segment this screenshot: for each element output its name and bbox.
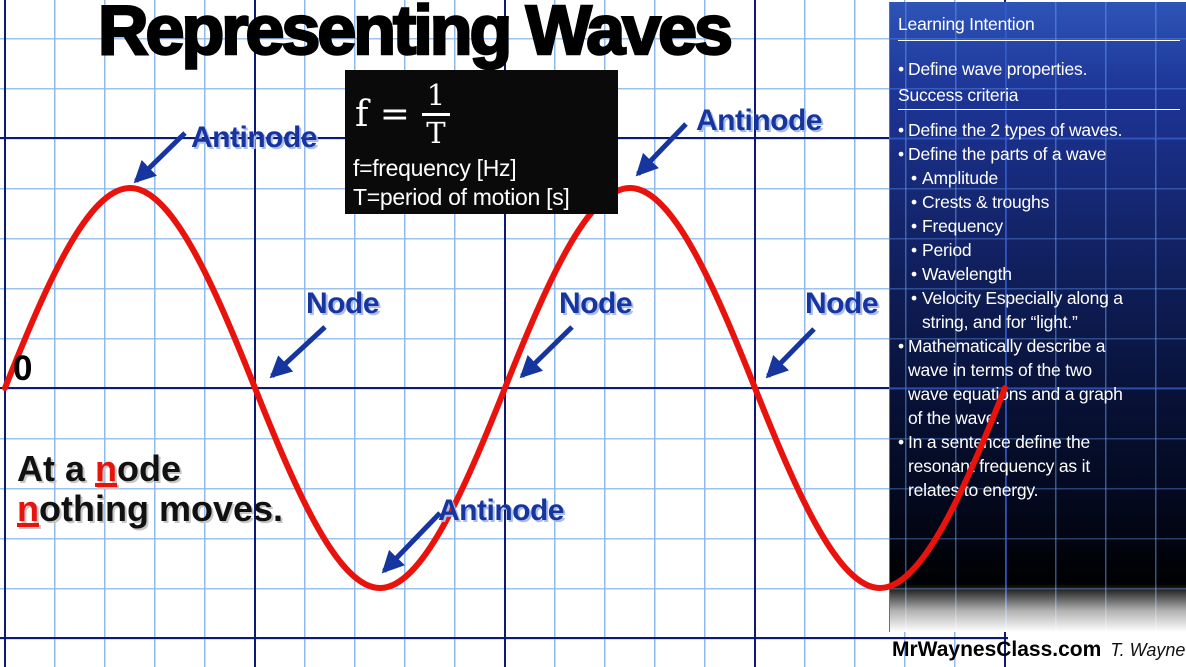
learning-intention-panel: Learning Intention Define wave propertie… [889,2,1186,632]
note-text: ode [117,448,182,489]
list-item-text: Mathematically describe a wave in terms … [908,336,1123,428]
note-text: At a [17,448,96,489]
note-line-2: nothing moves. [17,489,283,529]
list-item-text: Define the 2 types of waves. [908,120,1123,140]
antinode-label-3: Antinode [438,494,564,527]
list-item: Amplitude [911,166,1180,190]
formula-box: f = 1 T f=frequency [Hz] T=period of mot… [345,70,618,214]
footer-site: MrWaynesClass.com [892,638,1102,661]
antinode-label-2: Antinode [696,104,822,137]
node-note: At a node nothing moves. [17,449,283,529]
list-item-text: Period [922,240,972,260]
frequency-definition: f=frequency [Hz] [353,155,517,181]
list-item-text: Wavelength [922,264,1012,284]
intention-list: Define wave properties. [898,57,1180,81]
fraction-numerator: 1 [426,78,446,113]
list-item: Mathematically describe a wave in terms … [898,334,1180,430]
list-item-text: Velocity Especially along a string, and … [922,288,1123,332]
list-item-text: Define wave properties. [908,59,1088,79]
panel-subheader: Success criteria [898,85,1019,105]
note-highlight-n: n [95,448,118,489]
footer: MrWaynesClass.com T. Wayne 10 [892,638,1186,662]
separator [898,40,1180,41]
list-item-text: Define the parts of a wave [908,144,1107,164]
list-item-text: In a sentence define the resonant freque… [908,432,1091,500]
separator [898,109,1180,110]
formula-equation: f = 1 T [353,74,610,154]
list-item: Define the 2 types of waves. [898,118,1180,142]
period-definition: T=period of motion [s] [353,184,570,210]
fraction-denominator: T [426,115,446,150]
slide-title: Representing Waves [97,0,734,70]
note-text: othing moves. [39,488,284,529]
list-item: Period [911,238,1180,262]
list-item-text: Amplitude [922,168,999,188]
fraction: 1 T [421,78,450,150]
list-item: Define wave properties. [898,57,1180,81]
success-criteria-list: Define the 2 types of waves. Define the … [898,118,1180,502]
origin-label: 0 [13,349,33,388]
list-item: In a sentence define the resonant freque… [898,430,1180,502]
list-item: Wavelength [911,262,1180,286]
node-label-2: Node [559,287,633,320]
note-highlight-n: n [17,488,39,529]
list-item: Velocity Especially along a string, and … [911,286,1180,334]
footer-author: T. Wayne [1110,640,1186,660]
list-item: Frequency [911,214,1180,238]
node-label-1: Node [306,287,380,320]
formula-lhs: f = [355,93,410,135]
list-item: Define the parts of a wave [898,142,1180,166]
note-line-1: At a node [17,449,283,489]
list-item-text: Frequency [922,216,1003,236]
list-item: Crests & troughs [911,190,1180,214]
fraction-bar [421,112,450,116]
panel-header: Learning Intention [898,14,1035,34]
list-item-text: Crests & troughs [922,192,1050,212]
node-label-3: Node [805,287,879,320]
antinode-label-1: Antinode [191,121,317,154]
